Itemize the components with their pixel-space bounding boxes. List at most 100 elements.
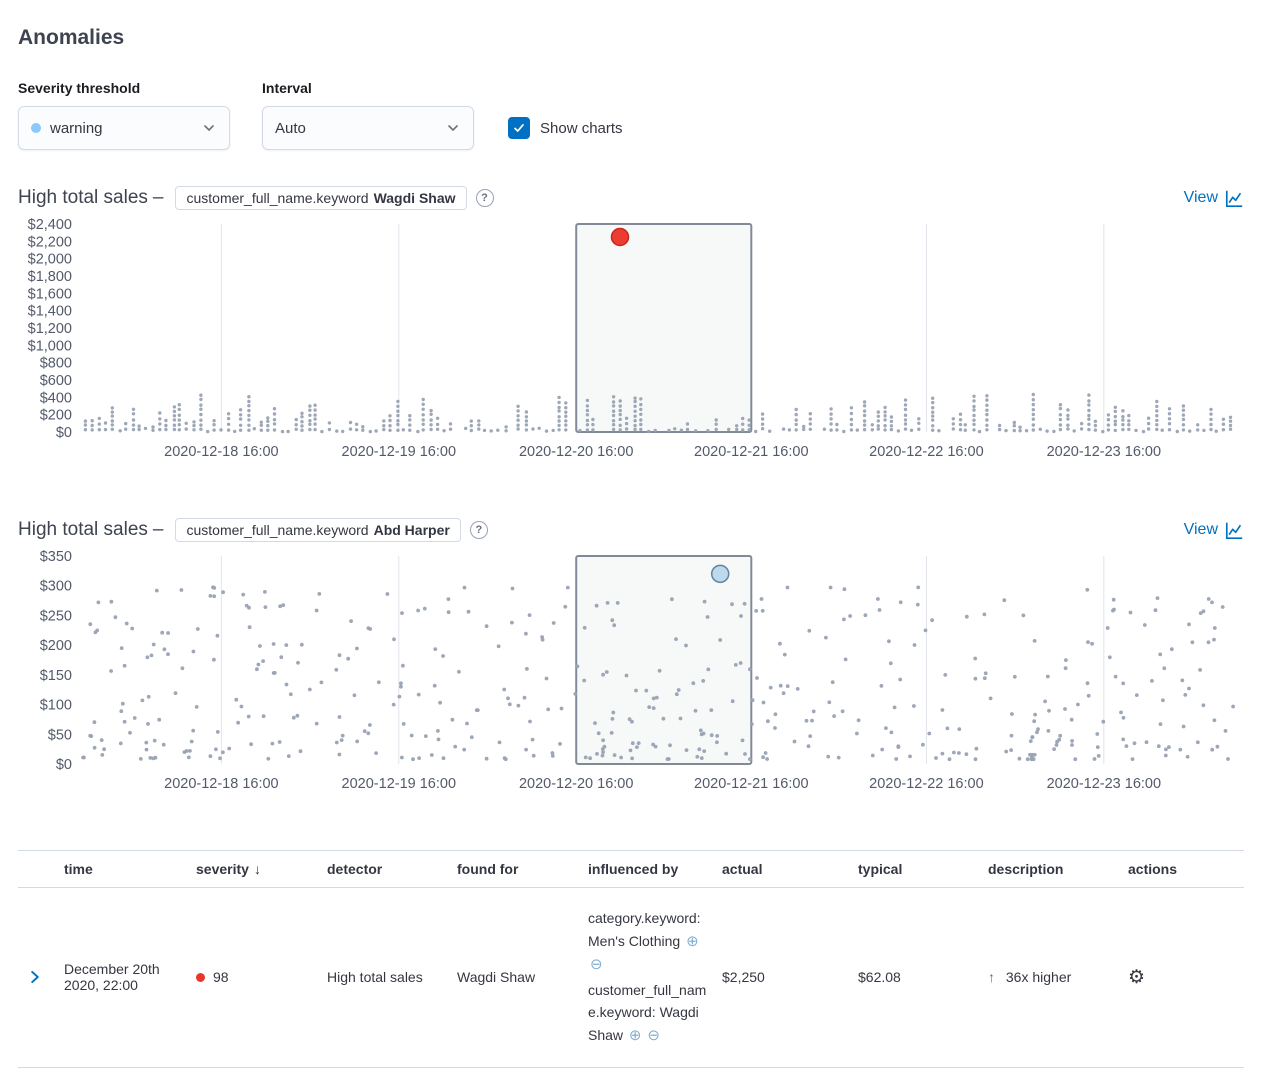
svg-text:$1,200: $1,200 xyxy=(28,321,72,337)
svg-text:$200: $200 xyxy=(40,408,72,424)
anomaly-scatter-chart-abd-harper[interactable]: 2020-12-18 16:00 2020-12-19 16:00 2020-12-… xyxy=(18,546,1244,796)
svg-text:2020-12-23 16:00: 2020-12-23 16:00 xyxy=(1047,444,1162,460)
severity-threshold-value: warning xyxy=(50,119,103,137)
svg-text:$2,000: $2,000 xyxy=(28,252,72,268)
svg-text:2020-12-22 16:00: 2020-12-22 16:00 xyxy=(869,444,984,460)
interval-select[interactable]: Auto xyxy=(262,106,474,150)
interval-value: Auto xyxy=(275,119,306,137)
chart-line-icon xyxy=(1225,522,1243,539)
severity-threshold-select[interactable]: warning xyxy=(18,106,230,150)
column-header-influenced-by[interactable]: influenced by xyxy=(588,861,679,877)
show-charts-checkbox[interactable] xyxy=(508,117,530,139)
chevron-right-icon xyxy=(31,971,39,984)
influencer-badge[interactable]: customer_full_name.keyword Wagdi Shaw xyxy=(175,186,467,210)
add-filter-icon[interactable]: ⊕ xyxy=(628,1026,642,1044)
influencer-entry: customer_full_name.keyword: Wagdi Shaw ⊕… xyxy=(588,982,707,1044)
column-header-severity[interactable]: severity ↓ xyxy=(196,861,261,877)
controls-bar: Severity threshold warning Interval Auto xyxy=(18,80,1244,150)
found-for-cell: Wagdi Shaw xyxy=(457,969,536,986)
svg-text:$250: $250 xyxy=(40,608,72,624)
expand-row-button[interactable] xyxy=(18,968,64,986)
table-row: December 20th 2020, 22:00 98 High total … xyxy=(18,888,1244,1068)
svg-text:$200: $200 xyxy=(40,638,72,654)
svg-text:2020-12-21 16:00: 2020-12-21 16:00 xyxy=(694,444,809,460)
interval-control: Interval Auto xyxy=(262,80,474,150)
chart-title: High total sales – xyxy=(18,519,164,540)
interval-label: Interval xyxy=(262,80,312,96)
chevron-down-icon xyxy=(448,125,458,132)
column-header-found-for[interactable]: found for xyxy=(457,861,519,877)
column-header-detector[interactable]: detector xyxy=(327,861,383,877)
typical-cell: $62.08 xyxy=(858,969,901,986)
influenced-by-cell: category.keyword: Men's Clothing ⊕ ⊖ cus… xyxy=(588,904,722,1051)
add-filter-icon[interactable]: ⊕ xyxy=(686,932,699,950)
show-charts-control: Show charts xyxy=(508,106,623,150)
expand-column-header xyxy=(18,861,64,877)
table-header-row: time severity ↓ detector found for influe… xyxy=(18,850,1244,888)
view-link-label: View xyxy=(1183,521,1218,538)
severity-score: 98 xyxy=(213,969,229,986)
svg-text:$0: $0 xyxy=(56,425,72,441)
svg-text:$1,000: $1,000 xyxy=(28,338,72,354)
time-cell: December 20th 2020, 22:00 xyxy=(64,961,160,994)
svg-text:2020-12-20 16:00: 2020-12-20 16:00 xyxy=(519,776,634,792)
svg-text:$2,200: $2,200 xyxy=(28,234,72,250)
gear-icon[interactable]: ⚙ xyxy=(1128,966,1146,988)
influencer-badge[interactable]: customer_full_name.keyword Abd Harper xyxy=(175,518,461,542)
svg-text:$800: $800 xyxy=(40,356,72,372)
svg-text:2020-12-20 16:00: 2020-12-20 16:00 xyxy=(519,444,634,460)
svg-text:$1,400: $1,400 xyxy=(28,304,72,320)
badge-field: customer_full_name.keyword xyxy=(186,190,369,206)
column-header-typical[interactable]: typical xyxy=(858,861,903,877)
svg-text:2020-12-18 16:00: 2020-12-18 16:00 xyxy=(164,444,279,460)
svg-text:2020-12-19 16:00: 2020-12-19 16:00 xyxy=(342,776,457,792)
view-link[interactable]: View xyxy=(1184,189,1244,208)
view-link[interactable]: View xyxy=(1184,521,1244,540)
help-icon: ? xyxy=(469,521,488,539)
anomalies-page: Anomalies Severity threshold warning Int… xyxy=(0,26,1262,1068)
svg-text:2020-12-18 16:00: 2020-12-18 16:00 xyxy=(164,776,279,792)
column-header-time[interactable]: time xyxy=(64,861,93,877)
anomaly-chart-section-wagdi-shaw: High total sales – customer_full_name.key… xyxy=(18,186,1244,464)
show-charts-label: Show charts xyxy=(540,119,623,137)
description-cell: ↑ 36x higher xyxy=(988,969,1128,985)
detector-cell: High total sales xyxy=(327,969,423,986)
svg-text:2020-12-23 16:00: 2020-12-23 16:00 xyxy=(1047,776,1162,792)
svg-text:$1,600: $1,600 xyxy=(28,286,72,302)
svg-text:$0: $0 xyxy=(56,757,72,773)
chevron-down-icon xyxy=(204,125,214,132)
column-header-description[interactable]: description xyxy=(988,861,1064,877)
actual-cell: $2,250 xyxy=(722,969,765,986)
svg-text:$2,400: $2,400 xyxy=(28,217,72,233)
chart-line-icon xyxy=(1225,190,1243,207)
arrow-up-icon: ↑ xyxy=(988,969,995,986)
warning-severity-dot xyxy=(31,123,41,133)
svg-text:$150: $150 xyxy=(40,668,72,684)
svg-text:2020-12-19 16:00: 2020-12-19 16:00 xyxy=(342,444,457,460)
page-title: Anomalies xyxy=(18,26,125,49)
remove-filter-icon[interactable]: ⊖ xyxy=(590,955,603,973)
svg-text:$400: $400 xyxy=(40,390,72,406)
anomaly-chart-section-abd-harper: High total sales – customer_full_name.key… xyxy=(18,518,1244,796)
anomaly-scatter-chart-wagdi-shaw[interactable]: 2020-12-18 16:00 2020-12-19 16:00 2020-12-… xyxy=(18,214,1244,464)
severity-threshold-label: Severity threshold xyxy=(18,80,141,96)
svg-text:$600: $600 xyxy=(40,373,72,389)
anomaly-point[interactable] xyxy=(710,564,730,584)
svg-text:2020-12-21 16:00: 2020-12-21 16:00 xyxy=(694,776,809,792)
view-link-label: View xyxy=(1183,189,1218,206)
badge-value: Abd Harper xyxy=(373,522,450,538)
description-text: 36x higher xyxy=(1005,969,1072,986)
svg-text:$300: $300 xyxy=(40,579,72,595)
anomalies-table: time severity ↓ detector found for influe… xyxy=(18,850,1244,1068)
anomaly-point[interactable] xyxy=(610,227,630,247)
actions-cell: ⚙ xyxy=(1128,966,1244,989)
chart-header: High total sales – customer_full_name.key… xyxy=(18,518,1244,542)
column-header-actions: actions xyxy=(1128,861,1178,877)
svg-text:$1,800: $1,800 xyxy=(28,269,72,285)
remove-filter-icon[interactable]: ⊖ xyxy=(647,1026,660,1044)
column-header-actual[interactable]: actual xyxy=(722,861,763,877)
svg-text:$350: $350 xyxy=(40,549,72,565)
checkmark-icon xyxy=(514,124,524,132)
badge-field: customer_full_name.keyword xyxy=(186,522,369,538)
badge-value: Wagdi Shaw xyxy=(373,190,456,206)
